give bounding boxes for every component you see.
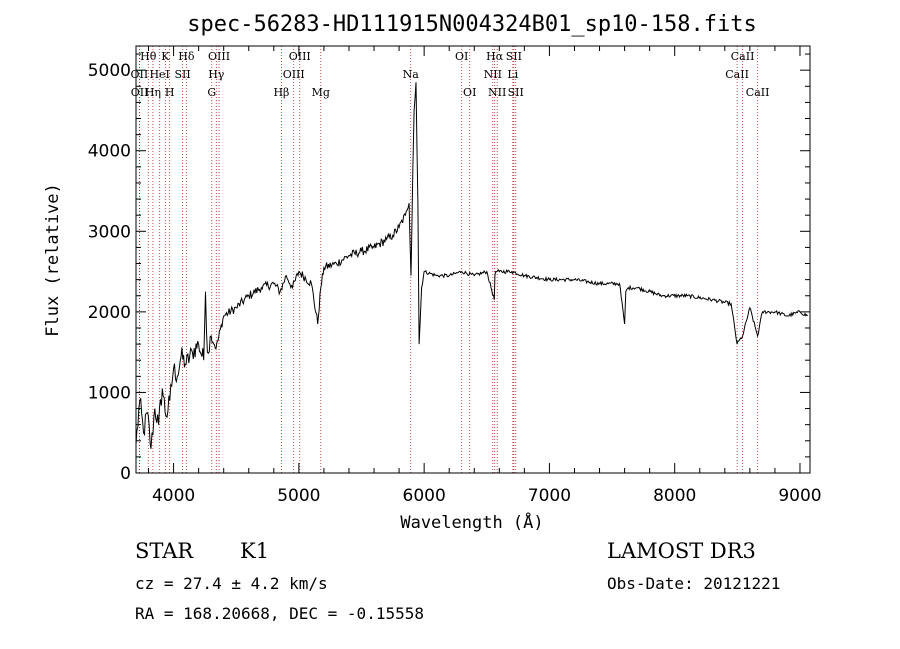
line-label-sii: SII — [174, 68, 190, 81]
line-label-oiii: OIII — [208, 50, 230, 63]
plot-frame — [135, 45, 811, 474]
coordinates: RA = 168.20668, DEC = -0.15558 — [135, 604, 424, 623]
line-label-hα: Hα — [486, 50, 504, 63]
survey-name: LAMOST DR3 — [607, 539, 756, 563]
line-label-caii: CaII — [731, 50, 755, 63]
x-tick-label: 8000 — [653, 486, 696, 506]
spectral-line-markers — [138, 46, 759, 473]
spectrum-chart: spec-56283-HD111915N004324B01_sp10-158.f… — [43, 12, 822, 533]
y-tick-label: 1000 — [88, 383, 131, 403]
line-label-oi: OI — [455, 50, 468, 63]
y-axis-ticks: 0 1000 2000 3000 4000 5000 — [88, 53, 810, 484]
line-label-caii: CaII — [725, 68, 749, 81]
line-label-hei: HeI — [149, 68, 169, 81]
y-tick-label: 0 — [120, 464, 131, 484]
obs-date: Obs-Date: 20121221 — [607, 574, 781, 593]
line-label-oii: OII — [131, 86, 149, 99]
line-label-li: Li — [507, 68, 518, 81]
line-label-nii: NII — [488, 86, 506, 99]
line-label-sii: SII — [506, 50, 522, 63]
line-label-na: Na — [403, 68, 420, 81]
line-label-hδ: Hδ — [178, 50, 195, 63]
line-label-hη: Hη — [145, 86, 161, 99]
x-tick-label: 7000 — [528, 486, 571, 506]
x-tick-label: 6000 — [403, 486, 446, 506]
line-label-sii: SII — [508, 86, 524, 99]
line-label-caii: CaII — [746, 86, 770, 99]
x-tick-label: 4000 — [152, 486, 195, 506]
y-tick-label: 5000 — [88, 61, 131, 81]
object-subclass: K1 — [240, 539, 270, 563]
x-axis-label: Wavelength (Å) — [400, 511, 543, 533]
x-tick-label: 5000 — [277, 486, 320, 506]
chart-title: spec-56283-HD111915N004324B01_sp10-158.f… — [187, 12, 757, 37]
line-label-hβ: Hβ — [273, 86, 289, 99]
line-label-hγ: Hγ — [208, 68, 225, 81]
line-label-mg: Mg — [312, 86, 330, 99]
x-axis-ticks: 4000 5000 6000 7000 8000 9000 — [148, 46, 822, 506]
line-label-oiii: OIII — [289, 50, 311, 63]
redshift-cz: cz = 27.4 ± 4.2 km/s — [135, 574, 328, 593]
y-axis-label: Flux (relative) — [43, 183, 63, 337]
line-label-oi: OI — [463, 86, 476, 99]
y-tick-label: 2000 — [88, 303, 131, 323]
line-label-oii: OII — [131, 68, 149, 81]
line-label-oiii: OIII — [283, 68, 305, 81]
object-class: STAR — [135, 539, 194, 563]
y-tick-label: 4000 — [88, 142, 131, 162]
y-tick-label: 3000 — [88, 222, 131, 242]
line-label-hθ: Hθ — [140, 50, 157, 63]
line-label-nii: NII — [484, 68, 502, 81]
x-tick-label: 9000 — [778, 486, 821, 506]
line-label-g: G — [207, 86, 216, 99]
line-label-k: K — [161, 50, 170, 63]
line-label-h: H — [165, 86, 175, 99]
spectrum-line — [135, 82, 808, 449]
